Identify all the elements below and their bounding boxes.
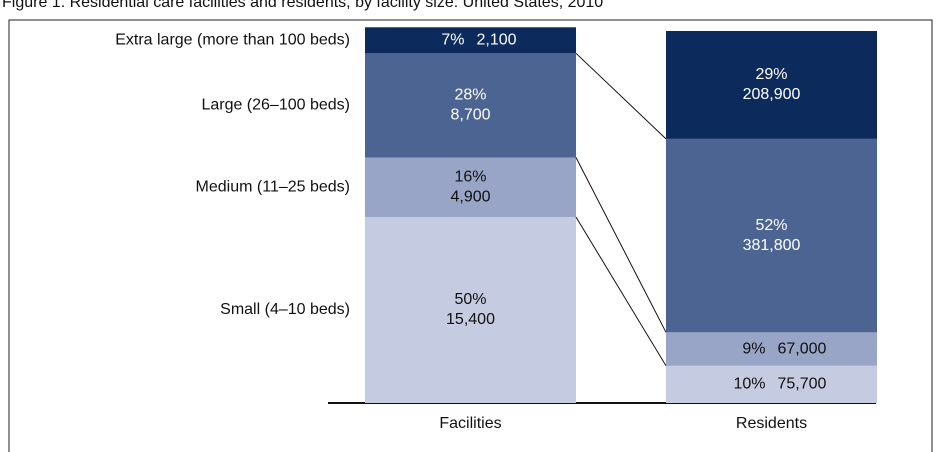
bar-segment: [365, 217, 576, 403]
value-label: 7%: [441, 32, 464, 49]
value-label: 29%: [755, 66, 787, 83]
connector: [575, 52, 667, 140]
legend-label: Small (4–10 beds): [220, 301, 350, 318]
value-label: 9%: [742, 340, 765, 357]
x-tick-label: Residents: [736, 415, 807, 432]
x-tick-label: Facilities: [439, 415, 501, 432]
bar-segment: [666, 31, 877, 139]
count-label: 2,100: [477, 32, 517, 49]
value-label: 52%: [755, 217, 787, 234]
bar-segment: [365, 157, 576, 217]
bar-segment: [365, 53, 576, 158]
count-label: 8,700: [450, 107, 490, 124]
connector: [575, 157, 667, 333]
legend-label: Medium (11–25 beds): [196, 178, 350, 195]
frame: [8, 19, 933, 452]
value-label: 10%: [733, 376, 765, 393]
count-label: 75,700: [778, 376, 827, 393]
legend-label: Extra large (more than 100 beds): [115, 32, 350, 49]
count-label: 4,900: [450, 188, 490, 205]
value-label: 16%: [454, 168, 486, 185]
value-label: 50%: [454, 291, 486, 308]
count-label: 381,800: [743, 237, 801, 254]
connector: [575, 216, 667, 367]
legend-label: Large (26–100 beds): [201, 97, 350, 114]
bar-segment: [365, 27, 576, 54]
chart-title: Figure 1. Residential care facilities an…: [2, 0, 603, 11]
bar-segment: [666, 332, 877, 366]
count-label: 208,900: [743, 86, 801, 103]
count-label: 15,400: [446, 311, 495, 328]
bar-segment: [666, 138, 877, 333]
value-label: 28%: [454, 87, 486, 104]
bar-segment: [666, 365, 877, 403]
count-label: 67,000: [778, 340, 827, 357]
